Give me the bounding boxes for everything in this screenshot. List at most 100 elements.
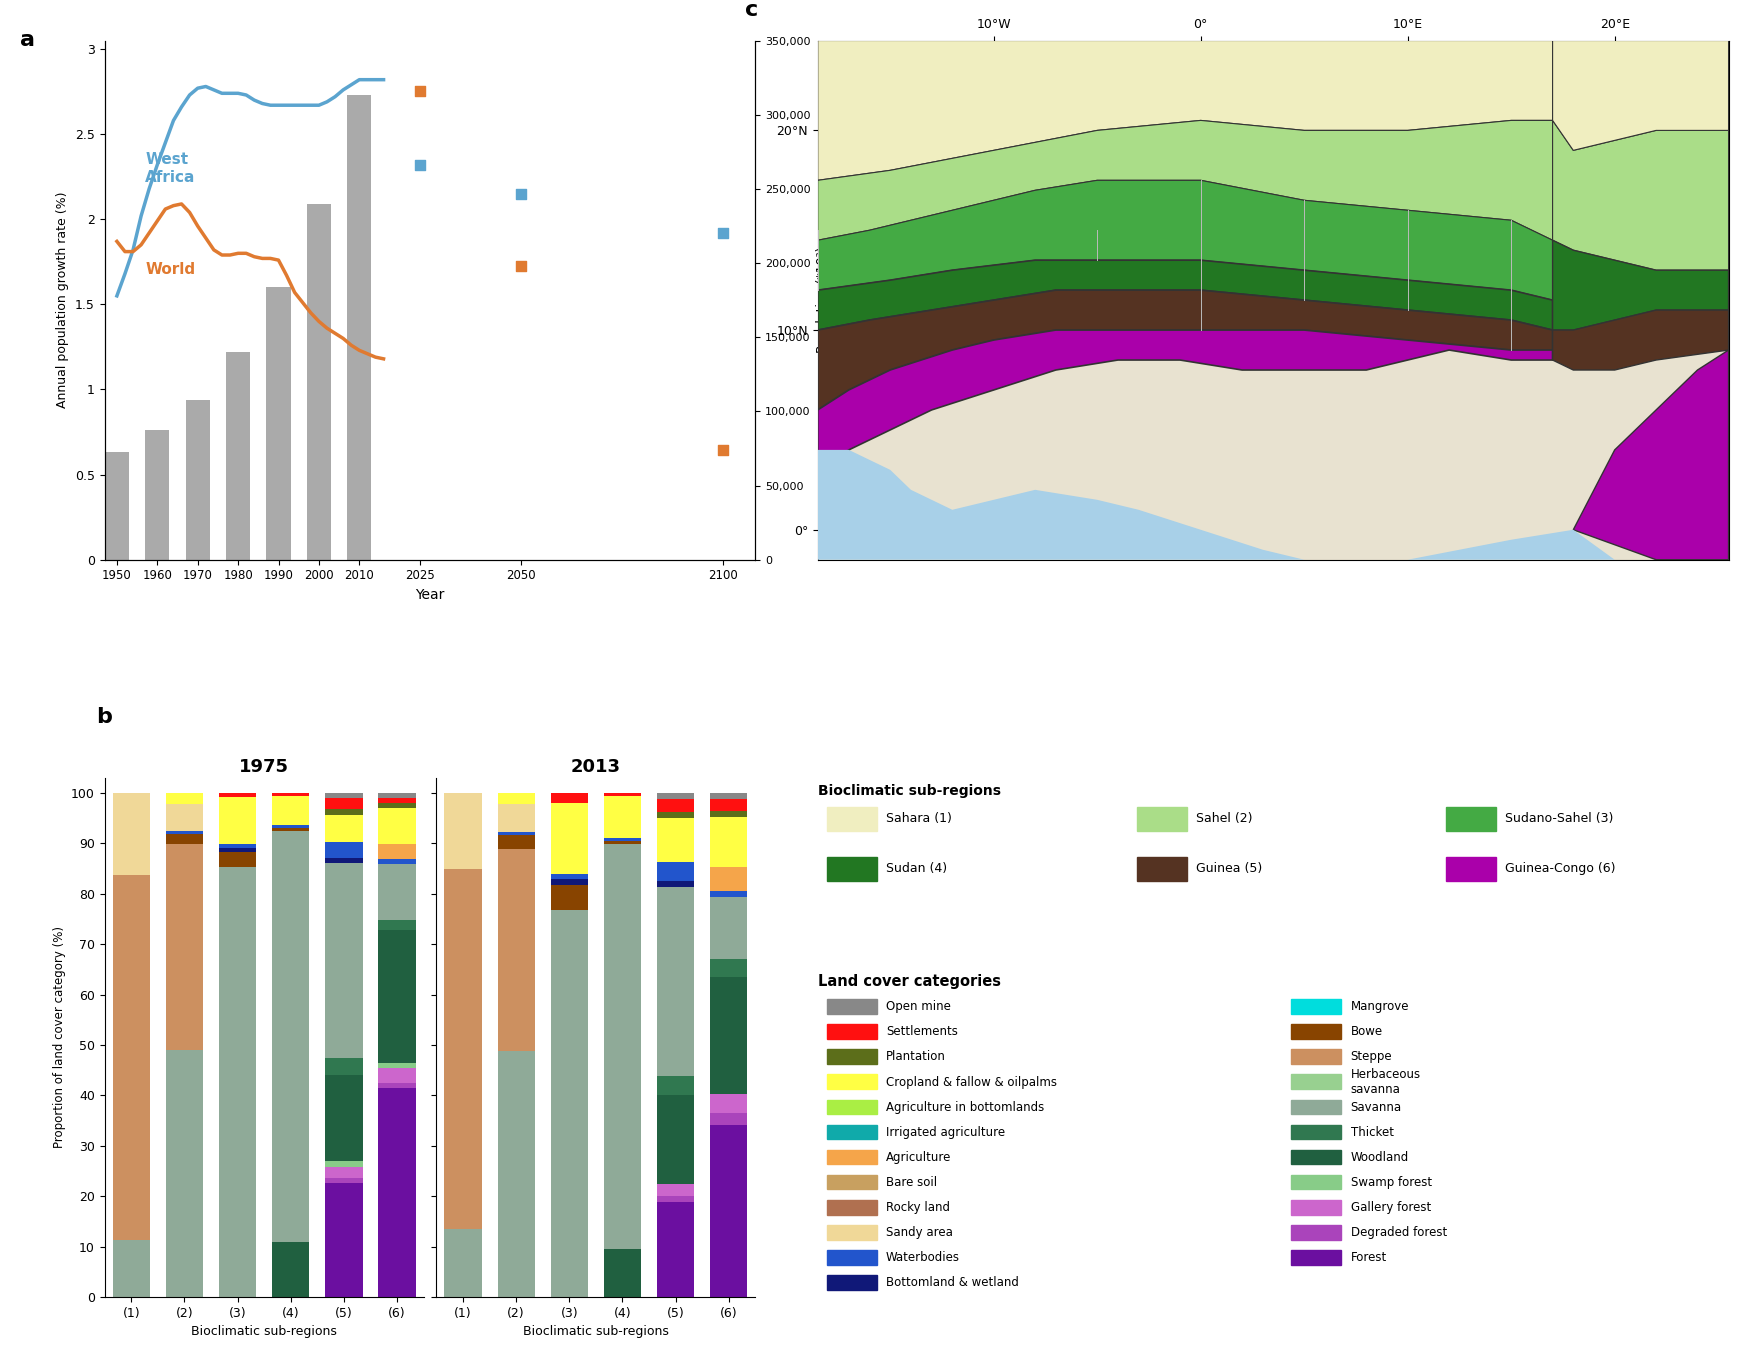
Bar bbox=[105, 453, 129, 559]
Bar bbox=[828, 1174, 876, 1189]
X-axis label: Bioclimatic sub-regions: Bioclimatic sub-regions bbox=[522, 1325, 669, 1339]
Text: Rocky land: Rocky land bbox=[885, 1201, 950, 1213]
Text: Bioclimatic sub-regions: Bioclimatic sub-regions bbox=[817, 785, 1000, 798]
Title: 2013: 2013 bbox=[571, 758, 622, 777]
Bar bbox=[272, 1242, 309, 1297]
Bar bbox=[1292, 1225, 1341, 1240]
Bar bbox=[1292, 1250, 1341, 1265]
Bar bbox=[218, 843, 257, 847]
Text: Forest: Forest bbox=[1351, 1251, 1386, 1265]
Bar bbox=[166, 844, 203, 1050]
Bar bbox=[1137, 807, 1187, 831]
Bar bbox=[604, 842, 641, 844]
Bar bbox=[711, 866, 747, 892]
Bar bbox=[166, 831, 203, 834]
Bar bbox=[325, 863, 363, 1058]
Bar bbox=[325, 798, 363, 809]
Bar bbox=[711, 793, 747, 798]
Bar bbox=[379, 1067, 416, 1084]
X-axis label: Bioclimatic sub-regions: Bioclimatic sub-regions bbox=[192, 1325, 337, 1339]
Bar bbox=[1292, 1124, 1341, 1139]
Bar bbox=[113, 1240, 150, 1297]
Bar bbox=[218, 793, 257, 797]
Text: Woodland: Woodland bbox=[1351, 1151, 1409, 1163]
Text: Agriculture: Agriculture bbox=[885, 1151, 952, 1163]
Polygon shape bbox=[817, 261, 1552, 330]
Bar bbox=[656, 1196, 695, 1202]
Bar bbox=[604, 838, 641, 842]
Text: Guinea (5): Guinea (5) bbox=[1196, 862, 1262, 875]
Bar bbox=[656, 1202, 695, 1297]
Bar bbox=[711, 1125, 747, 1297]
Bar bbox=[272, 828, 309, 831]
Bar bbox=[379, 802, 416, 808]
Bar bbox=[166, 1050, 203, 1297]
Polygon shape bbox=[817, 41, 1552, 180]
Bar bbox=[1292, 1200, 1341, 1215]
Bar bbox=[272, 824, 309, 828]
Bar bbox=[379, 931, 416, 1063]
Bar bbox=[711, 892, 747, 897]
Bar bbox=[550, 880, 588, 885]
Text: a: a bbox=[21, 30, 35, 50]
Bar bbox=[113, 793, 150, 874]
Bar bbox=[166, 834, 203, 844]
Bar bbox=[498, 832, 534, 835]
Text: b: b bbox=[96, 707, 112, 727]
Bar bbox=[828, 857, 876, 881]
Bar bbox=[379, 1063, 416, 1067]
Bar bbox=[656, 1183, 695, 1196]
Bar bbox=[550, 911, 588, 1297]
Text: Bare soil: Bare soil bbox=[885, 1175, 938, 1189]
Bar bbox=[225, 353, 250, 559]
Text: Settlements: Settlements bbox=[885, 1025, 959, 1039]
Bar bbox=[267, 288, 290, 559]
Bar bbox=[379, 1084, 416, 1088]
Bar bbox=[347, 95, 372, 559]
Bar bbox=[828, 1000, 876, 1015]
Bar bbox=[656, 1077, 695, 1096]
Bar bbox=[325, 842, 363, 858]
Title: 1975: 1975 bbox=[239, 758, 290, 777]
Bar bbox=[498, 1051, 534, 1297]
Bar bbox=[656, 812, 695, 819]
Text: Steppe: Steppe bbox=[1351, 1051, 1392, 1063]
Bar bbox=[325, 809, 363, 815]
Bar bbox=[498, 804, 534, 832]
Polygon shape bbox=[1552, 240, 1729, 330]
Text: Land cover categories: Land cover categories bbox=[817, 974, 1000, 989]
Bar bbox=[1292, 1150, 1341, 1165]
Bar bbox=[1137, 857, 1187, 881]
Bar bbox=[1446, 807, 1496, 831]
Bar bbox=[325, 1058, 363, 1075]
Text: Bottomland & wetland: Bottomland & wetland bbox=[885, 1275, 1020, 1289]
Bar bbox=[498, 835, 534, 848]
Bar bbox=[272, 831, 309, 1242]
Bar bbox=[1292, 1174, 1341, 1189]
Text: Sudan (4): Sudan (4) bbox=[885, 862, 946, 875]
Text: Gallery forest: Gallery forest bbox=[1351, 1201, 1430, 1213]
Bar bbox=[325, 858, 363, 863]
Bar bbox=[828, 1100, 876, 1115]
Bar bbox=[113, 874, 150, 1240]
Bar bbox=[828, 1200, 876, 1215]
Bar bbox=[379, 793, 416, 798]
Text: Agriculture in bottomlands: Agriculture in bottomlands bbox=[885, 1101, 1044, 1113]
Polygon shape bbox=[817, 180, 1552, 300]
Bar bbox=[828, 807, 876, 831]
Bar bbox=[711, 897, 747, 959]
Bar bbox=[550, 874, 588, 880]
Polygon shape bbox=[1552, 120, 1729, 270]
Polygon shape bbox=[817, 120, 1552, 240]
Bar bbox=[272, 796, 309, 824]
Bar bbox=[379, 798, 416, 802]
Bar bbox=[1292, 1100, 1341, 1115]
Text: c: c bbox=[746, 0, 758, 20]
Bar bbox=[307, 204, 332, 559]
Bar bbox=[656, 888, 695, 1077]
Text: Sahel (2): Sahel (2) bbox=[1196, 812, 1252, 825]
Bar bbox=[656, 862, 695, 881]
Bar bbox=[379, 859, 416, 865]
Text: Bowe: Bowe bbox=[1351, 1025, 1383, 1039]
Bar bbox=[325, 1183, 363, 1297]
